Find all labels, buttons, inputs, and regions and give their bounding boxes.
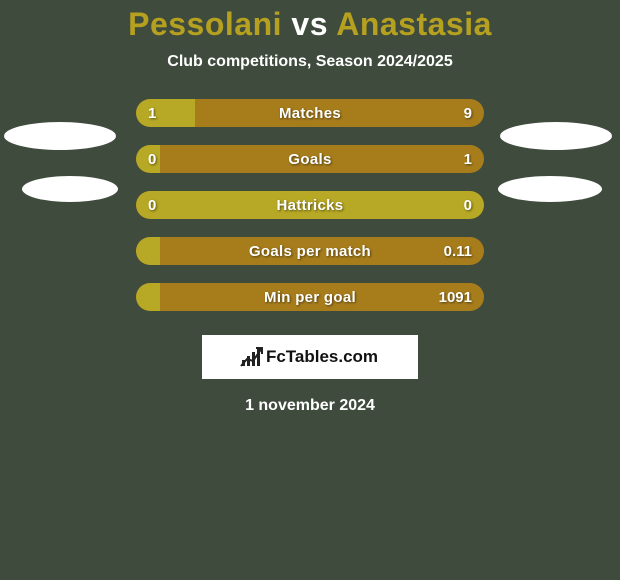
stat-value-right: 1 bbox=[464, 145, 472, 173]
stat-row: Goals per match0.11 bbox=[136, 237, 484, 265]
decorative-ellipse bbox=[498, 176, 602, 202]
subtitle: Club competitions, Season 2024/2025 bbox=[0, 53, 620, 71]
stat-label: Goals per match bbox=[136, 237, 484, 265]
stat-value-right: 0.11 bbox=[444, 237, 472, 265]
player1-name: Pessolani bbox=[128, 6, 282, 42]
trend-line-icon bbox=[240, 346, 264, 368]
stat-value-right: 9 bbox=[464, 99, 472, 127]
stat-label: Goals bbox=[136, 145, 484, 173]
decorative-ellipse bbox=[4, 122, 116, 150]
stat-row: 1Matches9 bbox=[136, 99, 484, 127]
stat-row: 0Hattricks0 bbox=[136, 191, 484, 219]
date-label: 1 november 2024 bbox=[0, 397, 620, 415]
page-title: Pessolani vs Anastasia bbox=[0, 6, 620, 43]
chart-icon bbox=[242, 348, 260, 366]
stat-label: Hattricks bbox=[136, 191, 484, 219]
stat-row: Min per goal1091 bbox=[136, 283, 484, 311]
stat-label: Min per goal bbox=[136, 283, 484, 311]
brand-badge: FcTables.com bbox=[202, 335, 418, 379]
stat-value-right: 1091 bbox=[439, 283, 472, 311]
brand-text: FcTables.com bbox=[266, 347, 378, 367]
title-vs: vs bbox=[291, 6, 328, 42]
decorative-ellipse bbox=[22, 176, 118, 202]
stat-rows: 1Matches90Goals10Hattricks0Goals per mat… bbox=[136, 99, 484, 311]
stat-label: Matches bbox=[136, 99, 484, 127]
player2-name: Anastasia bbox=[336, 6, 492, 42]
comparison-infographic: Pessolani vs Anastasia Club competitions… bbox=[0, 0, 620, 580]
stat-value-right: 0 bbox=[464, 191, 472, 219]
stat-row: 0Goals1 bbox=[136, 145, 484, 173]
decorative-ellipse bbox=[500, 122, 612, 150]
